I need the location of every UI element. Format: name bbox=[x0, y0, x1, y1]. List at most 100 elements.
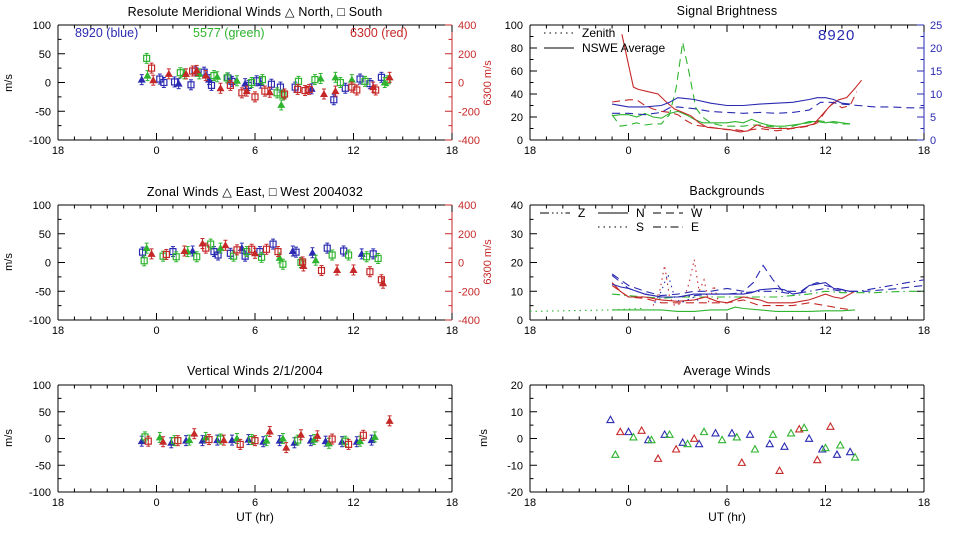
svg-text:0: 0 bbox=[625, 497, 631, 509]
svg-text:W: W bbox=[691, 206, 703, 220]
svg-text:-50: -50 bbox=[35, 286, 51, 298]
svg-text:0: 0 bbox=[625, 145, 631, 157]
svg-text:0: 0 bbox=[625, 325, 631, 337]
ylabel-average: m/s bbox=[478, 429, 490, 447]
svg-text:-200: -200 bbox=[458, 286, 480, 298]
xlabel-average: UT (hr) bbox=[708, 510, 746, 524]
svg-text:25: 25 bbox=[930, 20, 942, 32]
svg-text:20: 20 bbox=[511, 112, 523, 124]
svg-text:18: 18 bbox=[524, 145, 536, 157]
svg-text:10: 10 bbox=[511, 407, 523, 419]
brightness-series-blue-dashed bbox=[612, 101, 924, 116]
backgrounds-legend: Z N W S E bbox=[540, 206, 703, 234]
svg-text:6: 6 bbox=[252, 325, 258, 337]
svg-text:-10: -10 bbox=[507, 460, 523, 472]
svg-text:6: 6 bbox=[724, 497, 730, 509]
svg-text:80: 80 bbox=[511, 43, 523, 55]
xlabel-vertical: UT (hr) bbox=[236, 510, 274, 524]
svg-text:20: 20 bbox=[930, 43, 942, 55]
svg-text:-400: -400 bbox=[458, 315, 480, 327]
svg-text:100: 100 bbox=[505, 20, 523, 32]
svg-text:18: 18 bbox=[918, 497, 930, 509]
legend-6300-red: 6300 (red) bbox=[350, 26, 408, 40]
svg-text:400: 400 bbox=[458, 200, 476, 212]
svg-text:0: 0 bbox=[517, 315, 523, 327]
svg-text:12: 12 bbox=[819, 497, 831, 509]
svg-text:-200: -200 bbox=[458, 106, 480, 118]
title-zonal: Zonal Winds △ East, □ West 2004032 bbox=[146, 185, 364, 199]
ylabel-zonal: m/s bbox=[3, 253, 15, 271]
svg-text:-50: -50 bbox=[35, 460, 51, 472]
svg-text:12: 12 bbox=[347, 145, 359, 157]
svg-text:40: 40 bbox=[511, 89, 523, 101]
average-data bbox=[606, 415, 860, 474]
panel-brightness: 18 0 6 12 180204060801000510152025ZenithNSWE… bbox=[505, 20, 943, 157]
svg-text:12: 12 bbox=[819, 145, 831, 157]
right-ylabel-6300-zonal: 6300 m/s bbox=[482, 239, 494, 285]
svg-text:S: S bbox=[636, 220, 644, 234]
svg-text:0: 0 bbox=[930, 135, 936, 147]
svg-text:12: 12 bbox=[819, 325, 831, 337]
svg-text:18: 18 bbox=[524, 325, 536, 337]
svg-text:200: 200 bbox=[458, 229, 476, 241]
svg-text:18: 18 bbox=[446, 497, 458, 509]
title-meridional: Resolute Meridional Winds △ North, □ Sou… bbox=[127, 5, 383, 19]
svg-text:Z: Z bbox=[578, 206, 585, 220]
svg-text:18: 18 bbox=[918, 325, 930, 337]
backgrounds-series-red-dashed bbox=[611, 285, 852, 311]
svg-text:50: 50 bbox=[39, 229, 51, 241]
svg-text:10: 10 bbox=[511, 286, 523, 298]
svg-text:18: 18 bbox=[918, 145, 930, 157]
svg-text:12: 12 bbox=[347, 325, 359, 337]
svg-text:30: 30 bbox=[511, 229, 523, 241]
zonal-data bbox=[138, 238, 388, 289]
legend-8920-blue: 8920 (blue) bbox=[75, 26, 139, 40]
svg-text:18: 18 bbox=[446, 325, 458, 337]
svg-text:-400: -400 bbox=[458, 135, 480, 147]
svg-text:50: 50 bbox=[39, 49, 51, 61]
svg-text:18: 18 bbox=[52, 325, 64, 337]
svg-text:20: 20 bbox=[511, 258, 523, 270]
svg-text:40: 40 bbox=[511, 200, 523, 212]
backgrounds-series-blue-dotted bbox=[654, 272, 702, 304]
svg-text:0: 0 bbox=[153, 145, 159, 157]
svg-text:N: N bbox=[636, 206, 645, 220]
svg-text:15: 15 bbox=[930, 66, 942, 78]
svg-text:18: 18 bbox=[524, 497, 536, 509]
svg-text:0: 0 bbox=[517, 434, 523, 446]
title-vertical: Vertical Winds 2/1/2004 bbox=[187, 364, 323, 378]
ylabel-meridional: m/s bbox=[3, 74, 15, 92]
svg-text:-100: -100 bbox=[29, 315, 51, 327]
svg-text:100: 100 bbox=[33, 200, 51, 212]
brightness-series-red-dashed bbox=[612, 91, 858, 132]
svg-text:50: 50 bbox=[39, 407, 51, 419]
svg-text:6: 6 bbox=[724, 145, 730, 157]
svg-text:18: 18 bbox=[52, 145, 64, 157]
svg-text:200: 200 bbox=[458, 49, 476, 61]
legend-5577-green: 5577 (green) bbox=[193, 26, 265, 40]
backgrounds-data bbox=[529, 259, 925, 312]
brightness-series-blue-solid bbox=[612, 97, 851, 108]
title-backgrounds: Backgrounds bbox=[689, 184, 765, 198]
svg-text:5: 5 bbox=[930, 112, 936, 124]
brightness-data bbox=[611, 34, 924, 133]
meridional-data bbox=[137, 52, 394, 111]
svg-text:0: 0 bbox=[45, 434, 51, 446]
svg-text:12: 12 bbox=[347, 497, 359, 509]
vertical-data bbox=[137, 415, 394, 454]
svg-text:60: 60 bbox=[511, 66, 523, 78]
backgrounds-series-blue-dashed bbox=[611, 264, 925, 297]
svg-text:E: E bbox=[691, 220, 699, 234]
